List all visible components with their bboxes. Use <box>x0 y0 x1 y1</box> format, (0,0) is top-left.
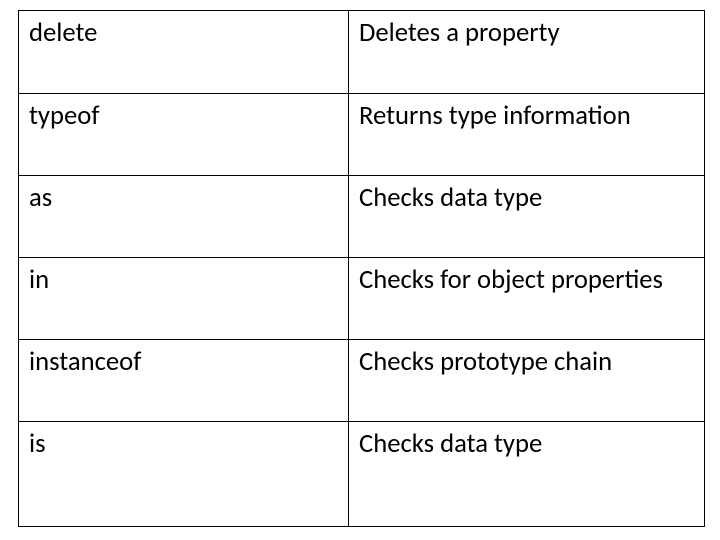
operators-table: delete Deletes a property typeof Returns… <box>18 10 705 527</box>
operator-cell: as <box>19 176 349 258</box>
operator-cell: delete <box>19 11 349 94</box>
table-row: as Checks data type <box>19 176 705 258</box>
description-text: Deletes a property <box>359 17 694 49</box>
description-text: Checks prototype chain <box>359 346 694 378</box>
operator-text: is <box>29 428 338 460</box>
table-row: delete Deletes a property <box>19 11 705 94</box>
description-text: Returns type information <box>359 100 694 132</box>
table-row: is Checks data type <box>19 422 705 527</box>
description-cell: Checks prototype chain <box>349 340 705 422</box>
table-row: typeof Returns type information <box>19 94 705 176</box>
operator-cell: is <box>19 422 349 527</box>
operator-cell: in <box>19 258 349 340</box>
table-body: delete Deletes a property typeof Returns… <box>19 11 705 527</box>
operator-text: in <box>29 264 338 296</box>
description-cell: Returns type information <box>349 94 705 176</box>
operator-text: instanceof <box>29 346 338 378</box>
description-text: Checks for object properties <box>359 264 694 296</box>
description-cell: Checks data type <box>349 422 705 527</box>
operator-text: typeof <box>29 100 338 132</box>
operator-text: delete <box>29 17 338 49</box>
description-text: Checks data type <box>359 182 694 214</box>
description-cell: Deletes a property <box>349 11 705 94</box>
operator-text: as <box>29 182 338 214</box>
description-text: Checks data type <box>359 428 694 460</box>
description-cell: Checks data type <box>349 176 705 258</box>
table-row: in Checks for object properties <box>19 258 705 340</box>
table-row: instanceof Checks prototype chain <box>19 340 705 422</box>
operator-cell: typeof <box>19 94 349 176</box>
operator-cell: instanceof <box>19 340 349 422</box>
description-cell: Checks for object properties <box>349 258 705 340</box>
